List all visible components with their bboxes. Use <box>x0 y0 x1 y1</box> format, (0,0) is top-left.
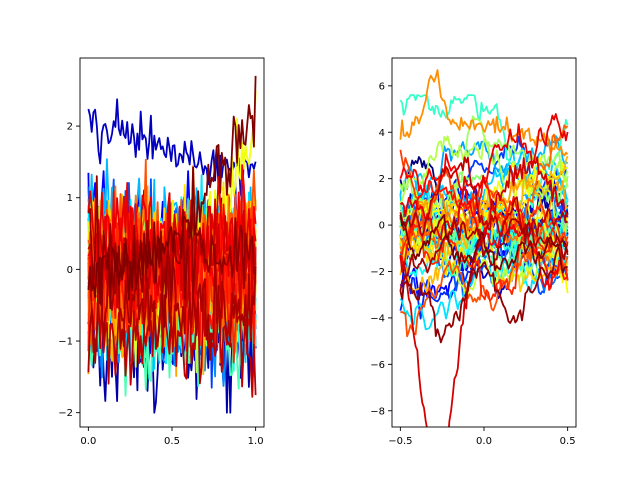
y-tick-label: −6 <box>370 360 385 371</box>
y-tick-label: −2 <box>58 408 73 419</box>
x-tick-label: 0.5 <box>560 436 576 447</box>
y-tick-label: −1 <box>58 337 73 348</box>
series-line <box>87 75 257 310</box>
series-line <box>399 237 569 344</box>
chart-panel-1: 0.0 0.5 1.0 −2 −1 0 1 2 <box>58 57 265 447</box>
series-line <box>399 135 569 204</box>
y-tick-label: −4 <box>370 313 385 324</box>
series-line <box>88 279 257 398</box>
x-tick-label: 1.0 <box>248 436 264 447</box>
series-line <box>399 155 569 296</box>
y-tick-label: 0 <box>379 221 385 232</box>
y-tick-label: −2 <box>370 267 385 278</box>
series-line <box>399 69 569 157</box>
series-group <box>399 69 569 427</box>
series-line <box>399 214 568 274</box>
series-line <box>399 153 569 289</box>
y-tick-label: 0 <box>67 265 73 276</box>
series-line <box>399 216 569 292</box>
series-line <box>399 156 568 238</box>
y-tick-label: 2 <box>67 122 73 133</box>
x-tick-label: −0.5 <box>388 436 412 447</box>
y-tick-label: 2 <box>379 174 385 185</box>
x-tick-label: 0.0 <box>80 436 96 447</box>
y-tick-label: −8 <box>370 406 385 417</box>
series-line <box>87 98 257 203</box>
y-tick-label: 6 <box>379 81 385 92</box>
x-tick-label: 0.0 <box>476 436 492 447</box>
series-line <box>399 172 569 256</box>
chart-panel-2: −0.5 0.0 0.5 −8 −6 −4 −2 0 2 4 6 <box>370 57 577 447</box>
series-line <box>399 124 569 249</box>
x-tick-label: 0.5 <box>164 436 180 447</box>
series-line <box>399 219 569 302</box>
y-tick-label: 4 <box>379 128 385 139</box>
y-tick-label: 1 <box>67 193 73 204</box>
series-group <box>87 75 257 414</box>
